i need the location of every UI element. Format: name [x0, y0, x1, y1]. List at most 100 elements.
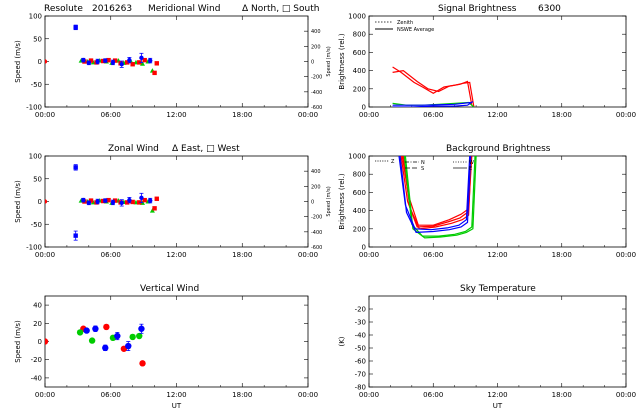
chart-title-part: Zonal Wind	[108, 144, 159, 154]
data-point-dot	[129, 333, 136, 341]
y-tick-label: 0	[362, 104, 366, 112]
series-line	[392, 101, 474, 107]
x-tick-label: 00:00	[616, 251, 636, 259]
y-tick-label: 200	[353, 225, 366, 233]
data-point-dot	[86, 200, 92, 206]
chart-title-part: 2016263	[92, 4, 132, 14]
legend-label: NSWE Average	[397, 27, 434, 33]
y-axis-label: Speed (m/s)	[14, 40, 22, 83]
y-tick-label: 1000	[348, 153, 366, 161]
legend-label: W	[469, 160, 474, 166]
data-point-dot	[127, 197, 132, 203]
data-point-dot	[103, 58, 108, 63]
data-point-dot	[119, 200, 124, 206]
y-right-tick-label: 0	[311, 200, 314, 206]
chart-title-part: Δ North, □ South	[242, 4, 319, 14]
y-right-tick-label: 400	[311, 169, 321, 175]
x-tick-label: 00:00	[298, 391, 318, 399]
panel-signal: Signal Brightness 6300 00:00 06:00 12:00 18:0…	[338, 4, 636, 119]
x-tick-label: 06:00	[101, 251, 121, 259]
y-tick-label: -50	[31, 221, 42, 229]
data-point-dot	[139, 55, 144, 61]
data-point-square	[88, 58, 94, 63]
data-point-dot	[138, 325, 145, 332]
data-point-dot	[139, 195, 144, 201]
data-point-square	[73, 233, 78, 238]
legend-label: Z	[391, 159, 395, 165]
chart-title-part: Sky Temperature	[460, 284, 536, 294]
x-tick-label: 18:00	[552, 391, 572, 399]
data-point-dot	[148, 198, 153, 203]
data-point-dot	[127, 57, 132, 63]
chart-title-part: Vertical Wind	[140, 284, 199, 294]
data-point-square	[142, 57, 147, 63]
y-tick-label: -20	[355, 306, 366, 314]
x-tick-label: 12:00	[166, 251, 186, 259]
x-tick-label: 00:00	[359, 111, 379, 119]
panel-zonal: Zonal Wind Δ East, □ West 00:00 06:00 12:00 1…	[14, 144, 332, 259]
data-point-square	[124, 60, 130, 65]
data-point-square	[112, 58, 118, 63]
data-point-dot	[139, 360, 146, 367]
x-tick-label: 00:00	[298, 111, 318, 119]
y-tick-label: -100	[26, 104, 42, 112]
legend-label: E	[469, 166, 472, 172]
y-tick-label: 0	[362, 244, 366, 252]
data-point-square	[73, 165, 78, 170]
y-tick-label: -40	[355, 332, 366, 340]
y-tick-label: -60	[355, 358, 366, 366]
plot-area	[392, 66, 475, 107]
legend-label: Zenith	[397, 20, 413, 26]
y-right-tick-label: -200	[311, 75, 322, 81]
data-point-dot	[83, 327, 90, 334]
series-line	[392, 101, 471, 106]
x-tick-label: 12:00	[487, 251, 507, 259]
data-point-dot	[92, 325, 99, 332]
x-tick-label: 12:00	[166, 111, 186, 119]
y-tick-label: -70	[355, 371, 366, 379]
x-tick-label: 00:00	[359, 251, 379, 259]
y-right-tick-label: -600	[311, 245, 322, 251]
data-point-dot	[102, 344, 109, 352]
y-tick-label: 50	[33, 175, 42, 183]
y-right-tick-label: 200	[311, 44, 321, 50]
y-axis-label: Brightness (rel.)	[338, 173, 346, 229]
series-line	[399, 156, 472, 234]
data-point-dot	[81, 197, 86, 203]
series-line	[392, 69, 473, 106]
x-tick-label: 00:00	[616, 111, 636, 119]
data-point-square	[137, 200, 142, 205]
data-point-dot	[86, 60, 92, 66]
y-tick-label: 20	[33, 320, 42, 328]
data-point-dot	[45, 59, 48, 64]
y-tick-label: 100	[29, 13, 42, 21]
y-right-tick-label: -400	[311, 90, 322, 96]
data-point-dot	[148, 58, 153, 63]
data-point-dot	[136, 332, 143, 340]
data-point-square	[152, 70, 157, 76]
chart-title-part: 6300	[538, 4, 561, 14]
x-tick-label: 00:00	[35, 391, 55, 399]
plot-area	[45, 323, 146, 367]
data-point-dot	[45, 199, 48, 204]
x-tick-label: 00:00	[35, 251, 55, 259]
plot-area	[45, 164, 159, 241]
x-tick-label: 06:00	[101, 391, 121, 399]
y-tick-label: -50	[31, 81, 42, 89]
data-point-square	[73, 25, 78, 30]
chart-title-part: Signal Brightness	[438, 4, 517, 14]
y-axis-label: Brightness (rel.)	[338, 33, 346, 89]
y-tick-label: 600	[353, 189, 366, 197]
panel-sky: Sky Temperature 00:00 06:00 12:00 18:00 00:00…	[338, 284, 636, 410]
data-point-square	[100, 58, 106, 64]
y-right-tick-label: -600	[311, 105, 322, 111]
data-point-square	[130, 199, 135, 205]
data-point-dot	[95, 199, 100, 204]
x-tick-label: 18:00	[232, 391, 252, 399]
y-tick-label: 100	[29, 153, 42, 161]
data-point-dot	[114, 332, 121, 340]
y-tick-label: 0	[38, 58, 42, 66]
x-tick-label: 18:00	[552, 251, 572, 259]
data-point-dot	[45, 338, 49, 345]
